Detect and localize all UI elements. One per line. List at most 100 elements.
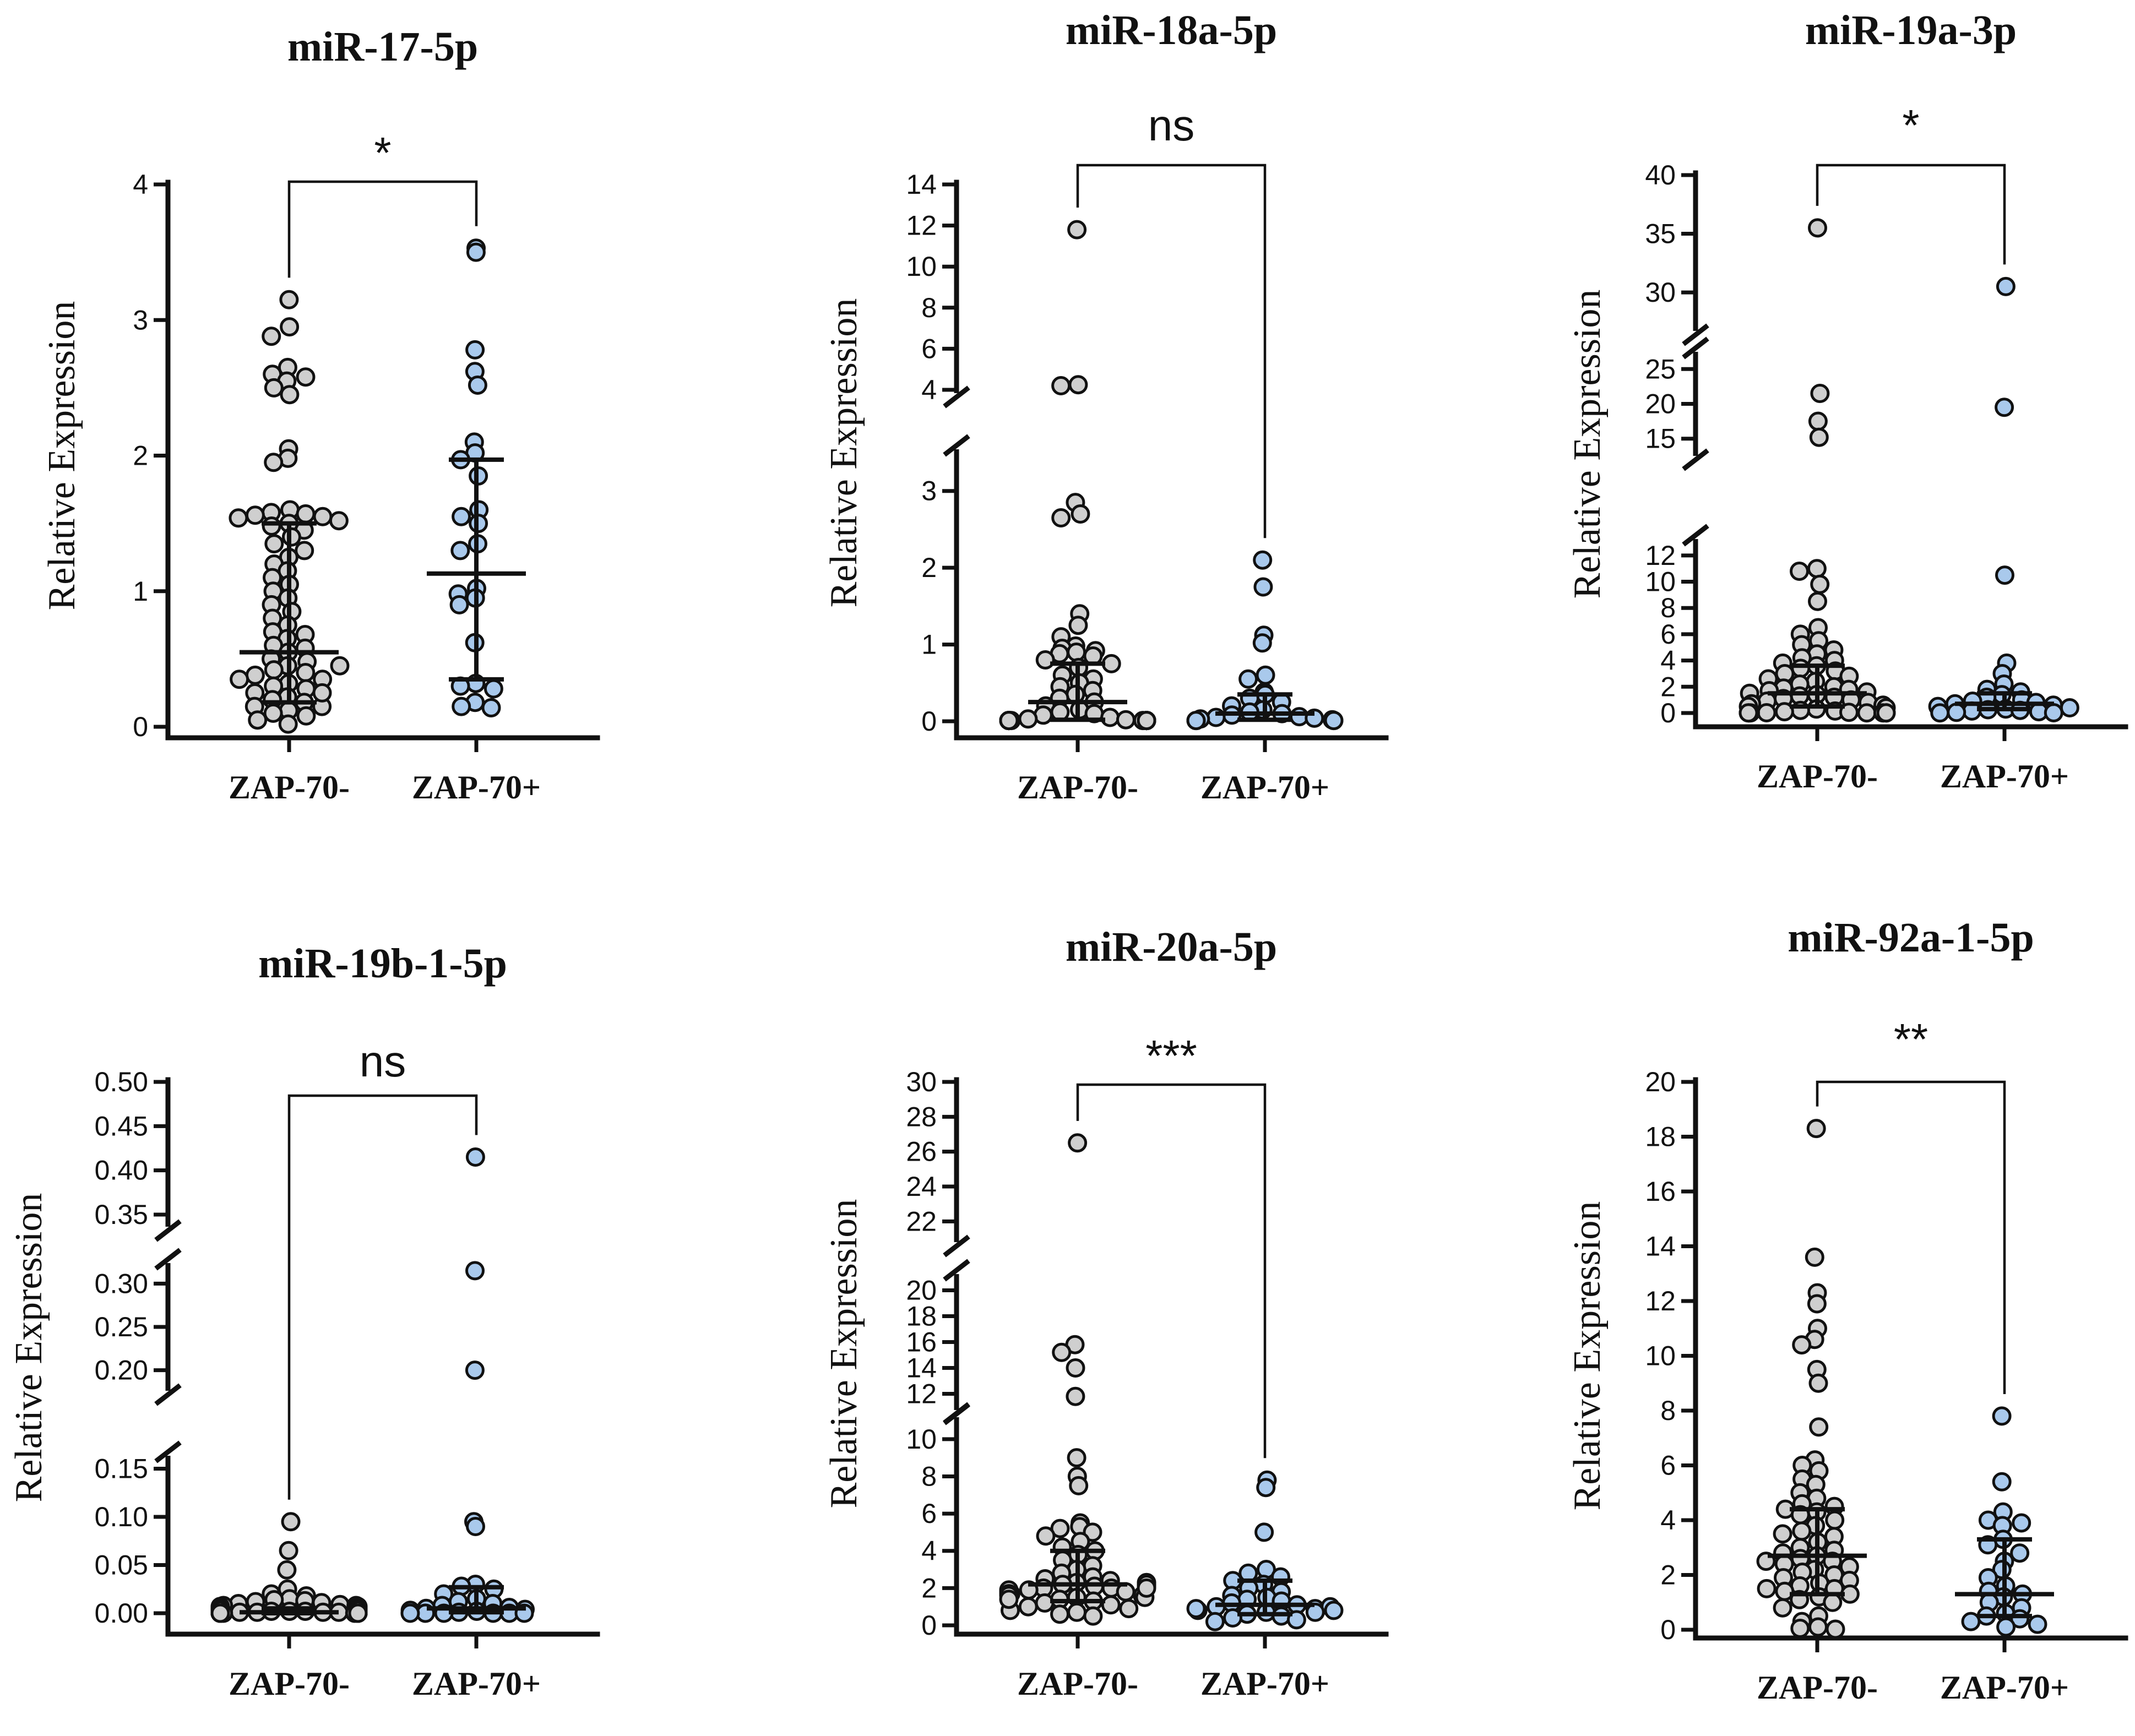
data-point-zap70-neg bbox=[1018, 709, 1038, 729]
y-tick-label: 8 bbox=[921, 1461, 937, 1492]
axis-break-mark bbox=[943, 1234, 970, 1258]
data-point-zap70-pos bbox=[2060, 698, 2079, 717]
y-axis-label: Relative Expression bbox=[8, 1193, 50, 1503]
data-point-zap70-neg bbox=[278, 714, 298, 734]
data-point-zap70-pos bbox=[2012, 1513, 2031, 1533]
data-point-zap70-neg bbox=[296, 504, 316, 524]
y-tick-label: 18 bbox=[906, 1301, 937, 1332]
data-point-zap70-neg bbox=[1810, 384, 1830, 403]
data-point-zap70-neg bbox=[1052, 1342, 1072, 1362]
y-tick-label: 0.40 bbox=[95, 1155, 148, 1186]
data-point-zap70-neg bbox=[1067, 643, 1086, 662]
data-point-zap70-neg bbox=[1823, 1592, 1843, 1612]
data-point-zap70-pos bbox=[2044, 703, 2063, 722]
significance-label: * bbox=[374, 128, 391, 177]
data-point-zap70-neg bbox=[264, 453, 284, 472]
y-tick-label: 4 bbox=[921, 1536, 937, 1566]
data-point-zap70-neg bbox=[1066, 1386, 1085, 1406]
data-point-zap70-neg bbox=[1809, 427, 1829, 447]
y-tick-label: 14 bbox=[906, 1353, 937, 1384]
data-point-zap70-neg bbox=[1083, 1606, 1103, 1626]
data-point-zap70-pos bbox=[468, 376, 487, 395]
data-point-zap70-neg bbox=[279, 290, 299, 309]
data-point-zap70-pos bbox=[481, 698, 501, 717]
data-point-zap70-pos bbox=[450, 541, 470, 560]
data-point-zap70-neg bbox=[1805, 1247, 1824, 1267]
x-category-label: ZAP-70- bbox=[1757, 1669, 1878, 1706]
y-tick-label: 12 bbox=[906, 210, 937, 241]
axis-break-mark bbox=[154, 1219, 182, 1242]
data-point-zap70-pos bbox=[1992, 1406, 2012, 1426]
data-point-zap70-pos bbox=[449, 595, 469, 614]
y-tick-label: 0.20 bbox=[95, 1355, 148, 1386]
data-point-zap70-neg bbox=[1068, 375, 1088, 395]
y-tick-label: 3 bbox=[921, 476, 937, 507]
data-point-zap70-pos bbox=[452, 507, 471, 526]
data-point-zap70-neg bbox=[1137, 711, 1156, 731]
data-point-zap70-pos bbox=[465, 1147, 485, 1167]
data-point-zap70-pos bbox=[1223, 1608, 1242, 1628]
data-point-zap70-neg bbox=[263, 703, 283, 723]
data-point-zap70-neg bbox=[281, 1512, 301, 1532]
axis-break-mark bbox=[1682, 336, 1709, 360]
data-point-zap70-neg bbox=[229, 508, 248, 528]
data-point-zap70-pos bbox=[1205, 1612, 1225, 1631]
data-point-zap70-pos bbox=[2010, 1543, 2030, 1563]
data-point-zap70-neg bbox=[348, 1603, 368, 1623]
data-point-zap70-neg bbox=[1807, 1294, 1827, 1314]
y-tick-label: 0 bbox=[1660, 698, 1676, 728]
y-tick-label: 14 bbox=[906, 169, 937, 200]
y-tick-label: 0.30 bbox=[95, 1268, 148, 1299]
data-point-zap70-pos bbox=[466, 1517, 485, 1536]
y-tick-label: 12 bbox=[906, 1379, 937, 1410]
y-tick-label: 18 bbox=[1645, 1122, 1676, 1152]
significance-bracket bbox=[1076, 164, 1267, 538]
y-tick-label: 0.05 bbox=[95, 1550, 148, 1581]
y-tick-label: 0.35 bbox=[95, 1199, 148, 1230]
y-tick-label: 20 bbox=[1645, 389, 1676, 420]
x-category-label: ZAP-70- bbox=[1017, 1666, 1138, 1702]
y-axis-label: Relative Expression bbox=[41, 301, 83, 611]
data-point-zap70-pos bbox=[452, 696, 471, 716]
data-point-zap70-pos bbox=[1996, 276, 2016, 296]
y-tick-label: 0 bbox=[921, 1610, 937, 1641]
y-tick-label: 10 bbox=[1645, 567, 1676, 597]
data-point-zap70-pos bbox=[1254, 1522, 1274, 1542]
data-point-zap70-neg bbox=[1808, 1373, 1828, 1393]
y-tick-label: 20 bbox=[906, 1275, 937, 1306]
data-point-zap70-neg bbox=[264, 534, 284, 554]
data-point-zap70-neg bbox=[1051, 376, 1071, 395]
data-point-zap70-neg bbox=[277, 1560, 297, 1580]
y-tick-label: 0.10 bbox=[95, 1501, 148, 1532]
data-point-zap70-pos bbox=[1992, 1472, 2012, 1492]
data-point-zap70-neg bbox=[264, 378, 284, 398]
data-point-zap70-neg bbox=[1774, 702, 1794, 722]
chart-title: miR-19a-3p bbox=[1805, 7, 2017, 53]
y-tick-label: 10 bbox=[1645, 1341, 1676, 1372]
data-point-zap70-neg bbox=[1791, 659, 1811, 678]
data-point-zap70-pos bbox=[1324, 711, 1344, 731]
y-tick-label: 10 bbox=[906, 1424, 937, 1455]
data-point-zap70-neg bbox=[1808, 591, 1827, 611]
data-point-zap70-neg bbox=[1806, 1119, 1826, 1139]
y-tick-label: 16 bbox=[1645, 1176, 1676, 1207]
axis-break-mark bbox=[154, 1440, 182, 1463]
y-tick-label: 0 bbox=[921, 706, 937, 737]
y-tick-label: 4 bbox=[1660, 645, 1676, 676]
y-tick-label: 30 bbox=[906, 1066, 937, 1097]
x-category-label: ZAP-70+ bbox=[1940, 758, 2069, 794]
data-point-zap70-neg bbox=[1757, 703, 1777, 722]
data-point-zap70-neg bbox=[1808, 1617, 1828, 1637]
y-tick-label: 2 bbox=[133, 440, 148, 471]
data-point-zap70-neg bbox=[1857, 703, 1877, 723]
data-point-zap70-pos bbox=[1996, 1617, 2016, 1637]
y-tick-label: 4 bbox=[921, 374, 937, 405]
chart-title: miR-92a-1-5p bbox=[1788, 915, 2034, 961]
significance-bracket bbox=[1816, 1080, 2006, 1394]
data-point-zap70-neg bbox=[1876, 703, 1896, 723]
data-point-zap70-neg bbox=[1069, 1476, 1089, 1495]
y-tick-label: 4 bbox=[133, 169, 148, 200]
data-point-zap70-neg bbox=[1018, 1597, 1038, 1617]
